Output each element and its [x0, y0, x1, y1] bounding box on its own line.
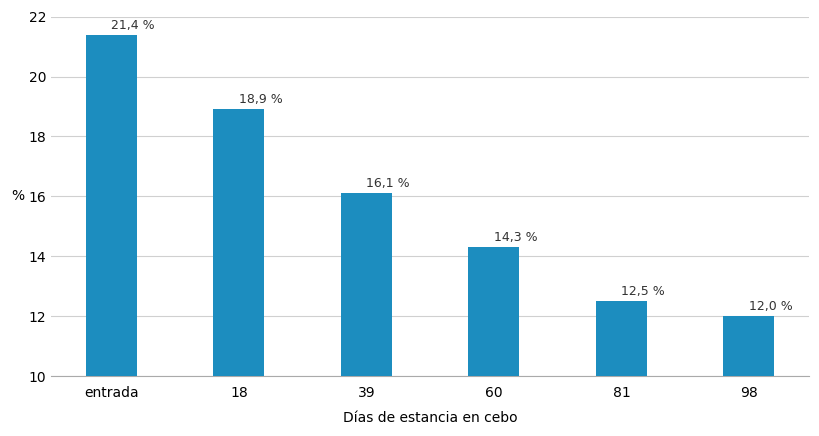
Bar: [213, 109, 264, 436]
X-axis label: Días de estancia en cebo: Días de estancia en cebo: [342, 411, 517, 425]
Bar: [341, 193, 391, 436]
Text: 12,0 %: 12,0 %: [748, 300, 792, 313]
Bar: [86, 34, 137, 436]
Bar: [468, 247, 518, 436]
Y-axis label: %: %: [11, 189, 25, 203]
Text: 21,4 %: 21,4 %: [111, 19, 155, 31]
Text: 14,3 %: 14,3 %: [493, 231, 537, 244]
Text: 18,9 %: 18,9 %: [238, 93, 283, 106]
Text: 16,1 %: 16,1 %: [366, 177, 410, 191]
Text: 12,5 %: 12,5 %: [621, 285, 664, 298]
Bar: [722, 316, 773, 436]
Bar: [595, 301, 646, 436]
